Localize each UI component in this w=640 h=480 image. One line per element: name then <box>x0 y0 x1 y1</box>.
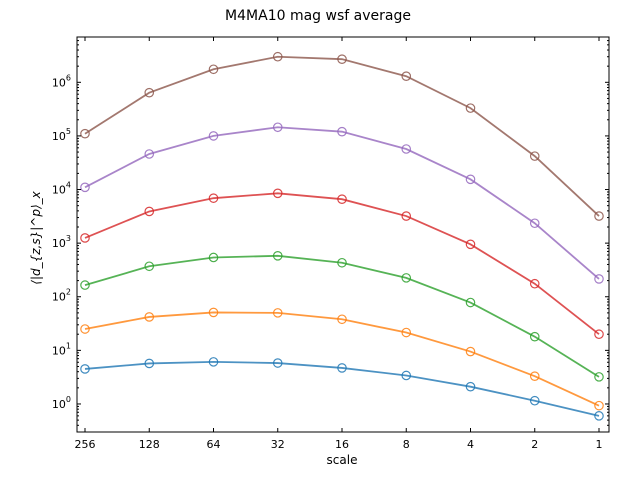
data-point <box>465 297 476 308</box>
series-p5 <box>80 122 604 284</box>
data-point <box>80 280 90 290</box>
data-point <box>594 329 604 340</box>
data-point <box>594 411 604 421</box>
y-tick-label: 103 <box>52 234 71 250</box>
data-point <box>529 331 540 342</box>
data-point <box>337 194 347 205</box>
data-point <box>465 346 476 357</box>
data-point <box>337 257 347 268</box>
data-point <box>208 193 219 203</box>
data-point <box>144 87 155 98</box>
series-p6 <box>80 51 604 221</box>
data-point <box>80 182 90 193</box>
y-tick-label: 104 <box>52 181 71 197</box>
data-point <box>465 103 476 113</box>
series-p2 <box>80 307 604 411</box>
x-tick-label: 256 <box>75 438 96 451</box>
series-line <box>84 192 600 335</box>
x-tick-label: 128 <box>139 438 160 451</box>
series-p4 <box>80 188 604 340</box>
series-line <box>84 126 600 280</box>
series-line <box>84 55 600 217</box>
data-point <box>337 54 347 64</box>
series-line <box>84 254 600 378</box>
data-point <box>144 312 155 322</box>
data-point <box>272 51 283 62</box>
data-point <box>208 357 219 367</box>
data-point <box>465 381 476 392</box>
data-point <box>272 308 283 318</box>
data-point <box>144 149 155 159</box>
data-point <box>401 273 412 283</box>
y-tick-label: 100 <box>52 395 71 411</box>
x-tick-label: 8 <box>403 438 410 451</box>
y-axis: 100 101 102 103 104 105 106 <box>52 36 609 433</box>
data-point <box>401 144 412 154</box>
data-point <box>594 372 604 382</box>
data-point <box>272 122 283 133</box>
data-point <box>80 128 90 139</box>
data-point <box>80 233 90 243</box>
data-point <box>465 239 476 250</box>
data-point <box>529 371 540 381</box>
x-tick-label: 32 <box>271 438 285 451</box>
x-axis: 256 128 64 32 16 8 4 2 1 <box>75 37 603 451</box>
data-point <box>208 307 219 318</box>
data-point <box>144 261 155 272</box>
data-point <box>529 151 540 161</box>
data-point <box>272 251 283 261</box>
data-point <box>529 218 540 229</box>
data-point <box>337 126 347 137</box>
data-point <box>80 364 90 374</box>
data-point <box>594 400 604 411</box>
chart-title: M4MA10 mag wsf average <box>225 8 411 24</box>
y-tick-label: 105 <box>52 127 71 143</box>
data-point <box>401 327 412 338</box>
data-point <box>208 64 219 75</box>
y-tick-label: 102 <box>52 288 71 304</box>
data-point <box>594 274 604 284</box>
x-tick-label: 2 <box>531 438 538 451</box>
data-point <box>272 188 283 199</box>
data-point <box>401 71 412 81</box>
y-axis-label: ⟨|d_{z,s}|^p⟩_x <box>29 190 43 284</box>
plot-frame <box>76 36 610 433</box>
x-tick-label: 64 <box>207 438 221 451</box>
data-point <box>465 174 476 185</box>
x-tick-label: 1 <box>596 438 603 451</box>
data-point <box>337 314 347 325</box>
data-point <box>401 211 412 221</box>
data-point <box>208 131 219 141</box>
y-tick-label: 101 <box>52 341 71 357</box>
series-line <box>84 311 600 407</box>
data-point <box>208 252 219 263</box>
series-p3 <box>80 251 604 382</box>
data-point <box>401 370 412 381</box>
data-point <box>594 211 604 221</box>
data-point <box>337 363 347 373</box>
data-point <box>144 206 155 217</box>
series-p1 <box>80 357 604 421</box>
data-point <box>80 324 90 334</box>
data-point <box>144 358 155 369</box>
data-point <box>529 278 540 289</box>
x-axis-label: scale <box>327 453 358 467</box>
data-point <box>272 358 283 368</box>
x-tick-label: 4 <box>467 438 474 451</box>
data-point <box>529 395 540 406</box>
y-tick-label: 106 <box>52 73 71 89</box>
x-tick-label: 16 <box>335 438 349 451</box>
plot-area <box>80 51 604 421</box>
series-line <box>84 360 600 417</box>
